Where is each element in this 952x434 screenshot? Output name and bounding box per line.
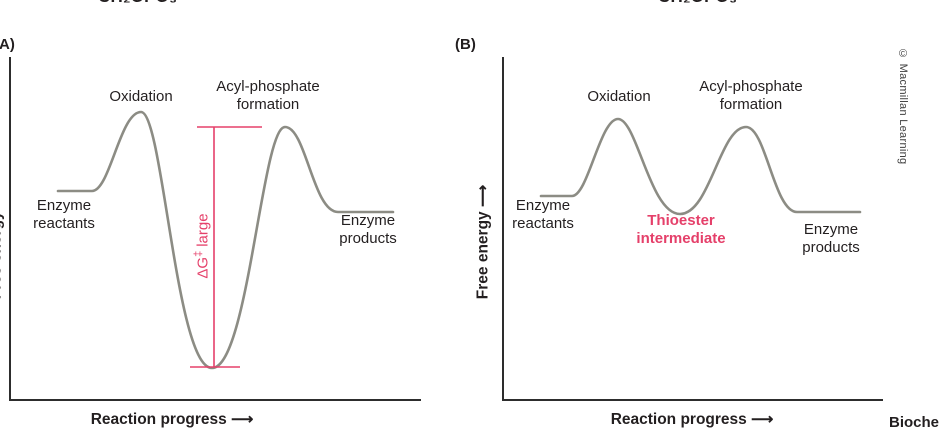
thioester-intermediate-label: Thioester intermediate [636,212,726,248]
panel-a-letter: (A) [0,36,15,53]
panel-a-enzyme-products-label: Enzyme products [339,212,397,248]
panel-a-oxidation-label: Oxidation [109,88,173,105]
formula-panel-a: CH₂OPO₃²⁻ [98,0,192,7]
panel-a-y-axis-label: Free energy ⟶ [0,185,5,300]
panel-a-enzyme-reactants-label: Enzyme reactants [33,197,95,233]
panel-b-enzyme-products-label: Enzyme products [802,221,860,257]
panel-a-acyl-phosphate-label: Acyl-phosphate formation [216,78,320,114]
delta-g-suffix: large [194,213,212,247]
delta-g-base: ΔG [194,256,212,279]
panel-b-energy-curve [539,117,862,216]
panel-b-x-axis-label: Reaction progress ⟶ [610,411,774,428]
delta-g-span-lines [190,126,262,368]
panel-b-y-axis-label: Free energy ⟶ [474,184,492,300]
panel-b-axes [502,57,883,401]
footer-text-fragment: Bioche [889,414,940,431]
double-dagger-symbol: ‡ [192,250,205,257]
panel-b-acyl-phosphate-label: Acyl-phosphate formation [699,78,803,114]
panel-b-enzyme-reactants-label: Enzyme reactants [512,197,574,233]
panel-b-oxidation-label: Oxidation [587,88,651,105]
panel-a-axes [9,57,421,401]
panel-b-letter: (B) [455,36,476,53]
delta-g-large-label: ΔG‡ large [193,213,212,278]
formula-panel-b: CH₂OPO₃²⁻ [658,0,752,7]
panel-a-x-axis-label: Reaction progress ⟶ [90,411,254,428]
panel-a-energy-curve [56,110,395,370]
macmillan-credit: © Macmillan Learning [897,48,909,165]
